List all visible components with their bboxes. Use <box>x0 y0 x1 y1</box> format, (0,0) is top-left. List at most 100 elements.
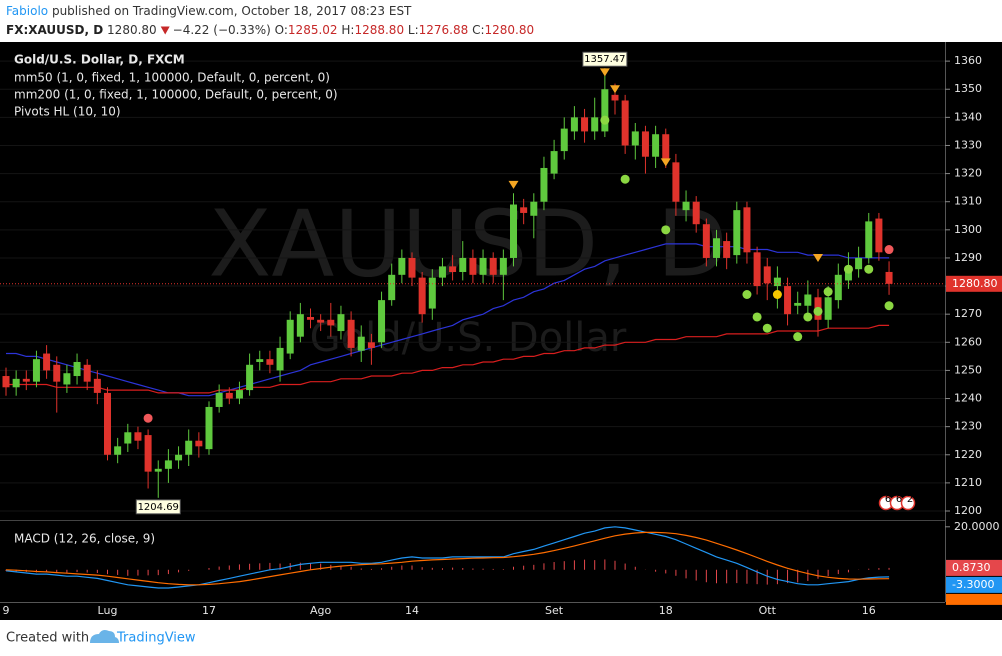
candle-body <box>743 207 751 253</box>
header-line: Fabiolo published on TradingView.com, Oc… <box>6 4 412 18</box>
pivot-dot <box>600 115 610 125</box>
candle-body <box>540 167 548 202</box>
candle-body <box>307 316 314 320</box>
pivot-dot <box>793 332 803 342</box>
y-tick-label: 1360 <box>954 54 982 67</box>
x-tick-label: Lug <box>98 604 118 617</box>
candle-body <box>804 294 812 306</box>
pivot-dot <box>884 245 894 255</box>
candle-body <box>773 277 781 287</box>
chart-background <box>0 42 1002 620</box>
plot: 1204.69 1357.47 <box>0 51 945 589</box>
candle-body <box>347 319 355 348</box>
pivot-triangle <box>610 85 620 94</box>
candle-body <box>794 302 802 306</box>
candle-body <box>753 252 761 287</box>
candle-body <box>317 319 325 323</box>
candle-body <box>246 364 254 391</box>
last-price: 1280.80 <box>107 23 157 37</box>
pivot-dot <box>752 312 762 322</box>
pivot-dot <box>762 323 772 333</box>
x-tick-label: 9 <box>3 604 10 617</box>
footer-brand[interactable]: TradingView <box>116 631 196 646</box>
chart-title: Gold/U.S. Dollar, D, FXCM <box>14 53 185 67</box>
candle-body <box>692 201 700 225</box>
legend-pivots: Pivots HL (10, 10) <box>14 105 121 119</box>
watermark-description: Gold/U.S. Dollar <box>310 315 627 361</box>
y-tick-label: 1350 <box>954 82 982 95</box>
x-tick-label: Ott <box>759 604 777 617</box>
candle-body <box>428 277 436 309</box>
y-tick-label: 1290 <box>954 251 982 264</box>
candle-body <box>164 460 172 469</box>
event-icon <box>900 495 916 511</box>
pivot-dot <box>742 289 752 299</box>
x-tick-label: Ago <box>310 604 332 617</box>
candle-body <box>723 241 731 258</box>
pivot-triangle <box>599 68 610 77</box>
macd-line <box>5 526 890 589</box>
tradingview-logo[interactable] <box>90 630 119 643</box>
legend-mm50: mm50 (1, 0, fixed, 1, 100000, Default, 0… <box>14 71 330 85</box>
candle-body <box>215 392 223 407</box>
candle-body <box>2 376 10 388</box>
candle-body <box>357 336 365 351</box>
low-label: L: <box>408 23 419 37</box>
y-tick-label: 1260 <box>954 335 982 348</box>
pivot-dot <box>864 264 874 274</box>
candle-body <box>327 319 335 326</box>
last-value-label: -3.3000 <box>952 578 994 591</box>
open-value: 1285.02 <box>288 23 338 37</box>
candle-body <box>560 128 568 152</box>
pivot-dot <box>620 174 630 184</box>
low-value: 1276.88 <box>419 23 469 37</box>
candle-body <box>611 94 619 101</box>
published-info: published on TradingView.com, October 18… <box>52 4 412 18</box>
candle-body <box>266 359 274 365</box>
last-value-box <box>946 559 1002 576</box>
pivot-triangle <box>660 158 671 167</box>
last-price-box <box>946 275 1002 292</box>
candle-body <box>682 201 690 211</box>
candle-body <box>32 359 40 382</box>
candle-body <box>662 134 670 160</box>
pivot-dot <box>143 413 153 423</box>
candle-body <box>581 117 589 132</box>
candle-body <box>83 364 91 382</box>
candle-body <box>43 353 51 371</box>
y-tick-label: 1300 <box>954 223 982 236</box>
candle-body <box>337 314 345 332</box>
pivot-triangle <box>508 180 519 189</box>
legend-mm200: mm200 (1, 0, fixed, 1, 100000, Default, … <box>14 88 338 102</box>
last-value-box <box>946 576 1002 593</box>
candle-body <box>175 454 183 461</box>
candle-body <box>195 440 203 447</box>
y-tick-label: 1270 <box>954 307 982 320</box>
candle-body <box>63 373 71 385</box>
y-tick-label: 1210 <box>954 476 982 489</box>
candle-body <box>114 446 122 455</box>
last-value-box <box>946 593 1002 605</box>
candle-body <box>641 131 649 157</box>
pivot-triangle <box>813 253 823 262</box>
candle-body <box>479 257 487 275</box>
pivot-dot <box>813 306 823 316</box>
candle-body <box>530 201 538 216</box>
candle-body <box>499 257 507 275</box>
candle-body <box>134 432 142 441</box>
y-tick-label: 1220 <box>954 448 982 461</box>
candle-body <box>510 204 517 258</box>
candle-body <box>834 274 842 301</box>
candle-body <box>93 378 101 393</box>
author-link[interactable]: Fabiolo <box>6 4 48 18</box>
candle-body <box>672 162 680 202</box>
y-tick-label: 1200 <box>954 504 982 517</box>
y-tick-label: 1320 <box>954 167 982 180</box>
candle-body <box>489 257 497 275</box>
extreme-label: 1204.69 <box>138 502 179 513</box>
pivot-dot <box>843 264 853 274</box>
candle-body <box>378 300 386 343</box>
extreme-label-box <box>135 499 181 515</box>
symbol: FX:XAUUSD, D <box>6 23 103 37</box>
